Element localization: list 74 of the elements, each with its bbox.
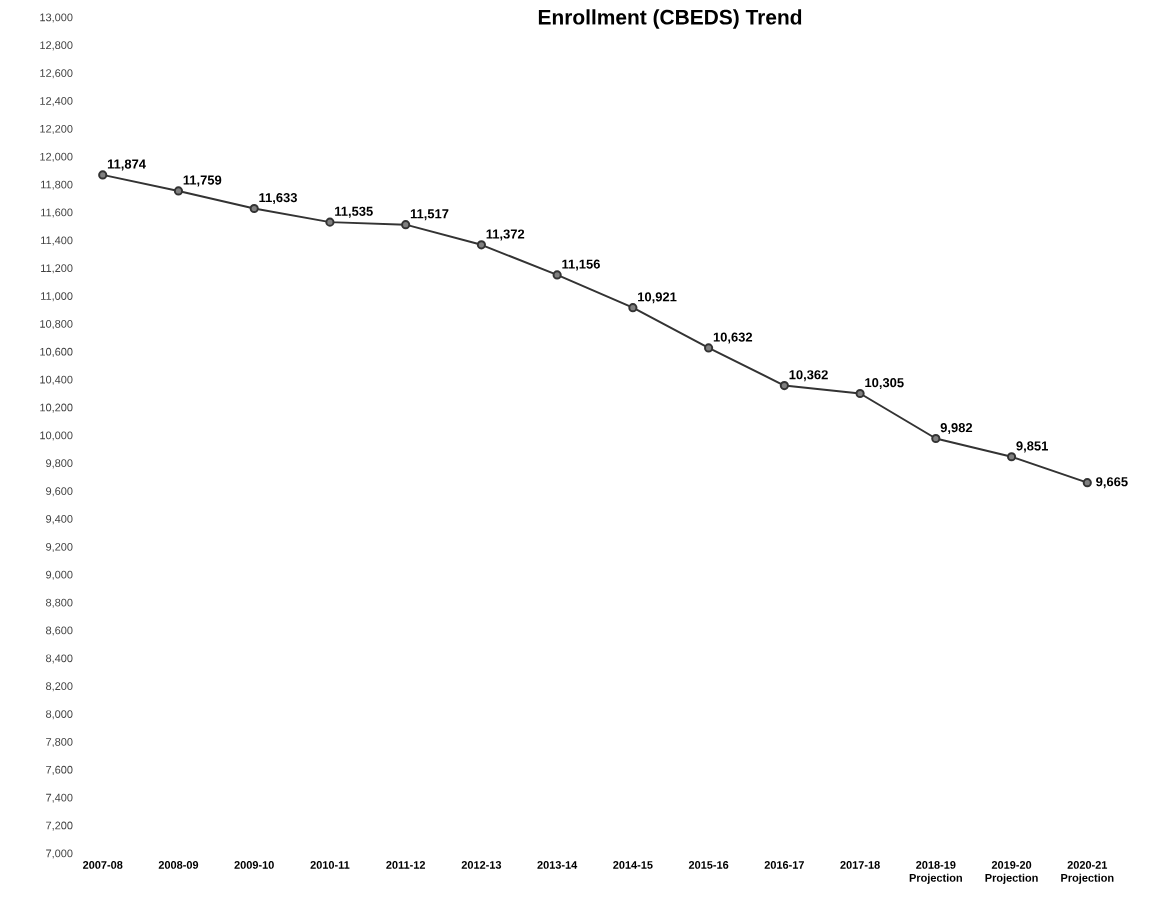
data-label: 11,633	[259, 193, 297, 205]
x-tick-label: 2017-18	[840, 861, 880, 869]
data-label: 11,372	[486, 229, 525, 241]
y-tick-label: 11,000	[41, 292, 73, 302]
y-tick-label: 11,800	[41, 180, 73, 190]
point	[931, 433, 941, 444]
point	[1082, 478, 1092, 488]
point	[476, 240, 486, 250]
y-tick-label: 10,600	[40, 347, 73, 357]
y-tick-label: 11,600	[41, 208, 73, 218]
point	[855, 388, 865, 399]
y-tick-label: 11,200	[41, 264, 73, 274]
y-tick-label: 10,000	[40, 431, 73, 441]
y-tick-label: 8,200	[46, 682, 73, 692]
x-tick-label: 2018-19 Projection	[909, 861, 962, 884]
data-label: 11,874	[107, 159, 146, 171]
y-tick-label: 9,400	[46, 515, 73, 525]
point	[779, 380, 789, 391]
x-tick-label: 2012-13	[461, 861, 502, 869]
y-tick-label: 8,400	[46, 654, 73, 664]
y-tick-label: 8,000	[46, 710, 73, 720]
y-tick-label: 9,000	[46, 570, 73, 580]
x-tick-label: 2011-12	[386, 861, 426, 869]
point	[552, 270, 562, 280]
y-tick-label: 7,600	[46, 765, 73, 775]
data-label: 10,362	[789, 370, 828, 382]
y-tick-label: 12,800	[40, 41, 73, 51]
y-tick-label: 12,000	[40, 152, 73, 162]
data-label: 9,665	[1096, 477, 1128, 489]
data-label: 9,851	[1016, 441, 1048, 453]
y-tick-label: 12,400	[40, 97, 73, 107]
data-label: 10,305	[865, 378, 904, 390]
point	[401, 220, 411, 230]
point	[98, 170, 108, 180]
y-tick-label: 10,200	[40, 403, 73, 413]
y-tick-label: 8,800	[46, 598, 73, 608]
y-tick-label: 8,600	[46, 626, 73, 636]
x-tick-label: 2019-20 Projection	[985, 861, 1038, 884]
x-tick-label: 2009-10	[234, 861, 274, 869]
data-label: 11,156	[562, 259, 600, 271]
point	[1006, 452, 1017, 462]
chart-title: Enrollment (CBEDS) Trend	[538, 9, 802, 29]
point	[249, 203, 259, 214]
x-tick-label: 2015-16	[688, 861, 729, 869]
y-tick-label: 13,000	[40, 13, 73, 23]
x-tick-label: 2007-08	[82, 861, 123, 869]
x-tick-label: 2013-14	[537, 861, 578, 869]
y-tick-label: 7,400	[46, 793, 73, 803]
y-tick-label: 12,600	[40, 69, 73, 79]
point	[325, 217, 335, 227]
y-tick-label: 7,000	[46, 849, 73, 859]
y-tick-label: 9,800	[46, 459, 73, 469]
y-tick-label: 10,400	[40, 375, 73, 385]
x-tick-label: 2008-09	[158, 861, 199, 869]
data-label: 11,517	[410, 209, 449, 221]
data-label: 10,921	[638, 292, 677, 304]
data-label: 10,632	[713, 332, 753, 344]
x-tick-label: 2016-17	[764, 861, 804, 869]
data-label: 9,982	[940, 423, 973, 435]
y-tick-label: 7,200	[46, 821, 73, 831]
x-tick-label: 2010-11	[310, 861, 350, 869]
data-label: 11,759	[183, 175, 222, 187]
y-tick-label: 9,600	[46, 487, 73, 497]
y-tick-label: 12,200	[40, 124, 73, 134]
x-tick-label: 2014-15	[613, 861, 653, 869]
data-label: 11,535	[335, 206, 373, 218]
y-tick-label: 10,800	[40, 320, 73, 330]
point	[704, 343, 714, 353]
y-tick-label: 7,800	[46, 738, 73, 748]
x-tick-label: 2020-21 Projection	[1061, 861, 1114, 884]
y-tick-label: 11,400	[41, 236, 73, 246]
point	[628, 303, 638, 313]
y-tick-label: 9,200	[46, 542, 73, 552]
point	[173, 186, 184, 196]
